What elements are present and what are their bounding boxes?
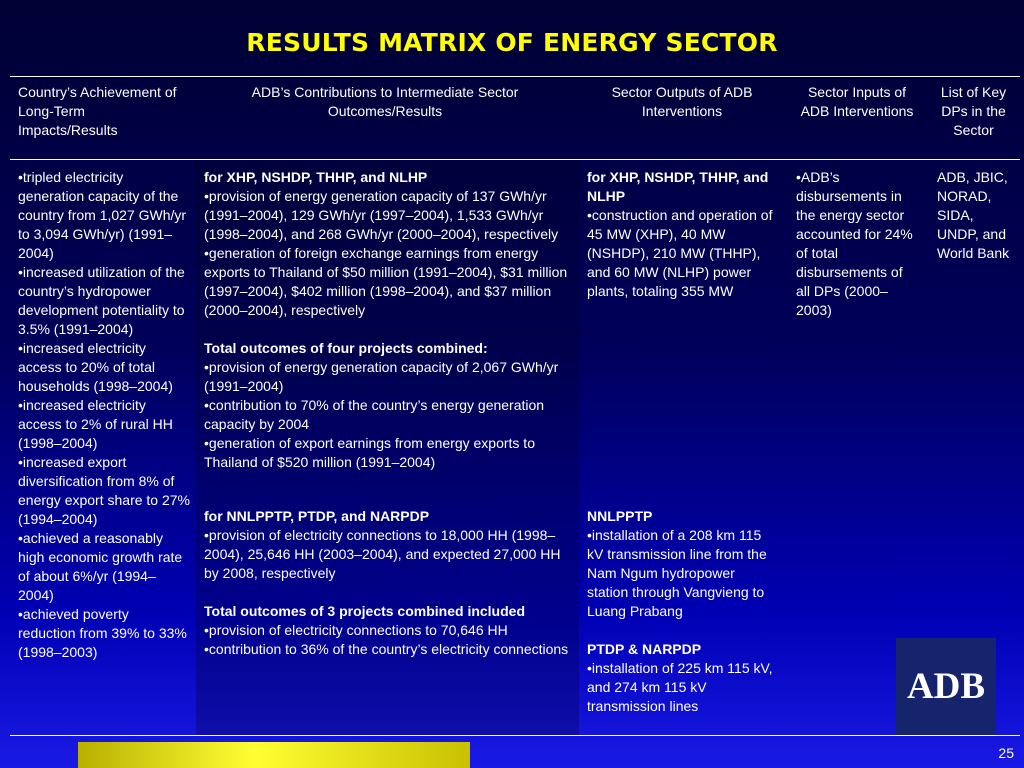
key-dps-cell: ADB, JBIC, NORAD, SIDA, UNDP, and World … xyxy=(937,169,1010,261)
list-item: •achieved a reasonably high economic gro… xyxy=(18,530,183,603)
column-shade xyxy=(196,160,579,735)
group-heading: for XHP, NSHDP, THHP, and NLHP xyxy=(587,169,769,204)
adb-logo-text: ADB xyxy=(906,666,986,707)
list-item: •increased export diversification from 8… xyxy=(18,454,190,527)
list-item: •provision of electricity connections to… xyxy=(204,527,561,581)
list-item: •provision of energy generation capacity… xyxy=(204,188,559,242)
sector-outputs-cell: for XHP, NSHDP, THHP, and NLHP •construc… xyxy=(587,168,779,301)
footer-accent-bar xyxy=(78,742,470,768)
list-item: •generation of export earnings from ener… xyxy=(204,435,535,470)
header-key-dps: List of Key DPs in the Sector xyxy=(940,84,1007,138)
group-heading: for XHP, NSHDP, THHP, and NLHP xyxy=(204,169,428,185)
list-item: •installation of 225 km 115 kV, and 274 … xyxy=(587,660,773,714)
group-heading: Total outcomes of 3 projects combined in… xyxy=(204,603,526,619)
page-number: 25 xyxy=(998,745,1014,761)
list-item: •achieved poverty reduction from 39% to … xyxy=(18,606,187,660)
list-item: •construction and operation of 45 MW (XH… xyxy=(587,207,773,299)
page-title: RESULTS MATRIX OF ENERGY SECTOR xyxy=(246,28,778,57)
list-item: •contribution to 70% of the country’s en… xyxy=(204,397,545,432)
list-item: •generation of foreign exchange earnings… xyxy=(204,245,568,318)
header-long-term-impacts: Country’s Achievement of Long-Term Impac… xyxy=(18,84,177,138)
table-bottom-rule xyxy=(10,735,1020,736)
list-item: •provision of energy generation capacity… xyxy=(204,359,559,394)
long-term-impacts-list: •tripled electricity generation capacity… xyxy=(18,168,190,662)
sector-outputs-cell-2: NNLPPTP •installation of a 208 km 115 kV… xyxy=(587,507,779,716)
group-heading: NNLPPTP xyxy=(587,508,653,524)
header-sector-inputs: Sector Inputs of ADB Interventions xyxy=(800,84,914,119)
group-heading: for NNLPPTP, PTDP, and NARPDP xyxy=(204,508,430,524)
adb-contributions-cell-2: for NNLPPTP, PTDP, and NARPDP •provision… xyxy=(204,507,570,659)
header-sector-outputs: Sector Outputs of ADB Interventions xyxy=(611,84,753,119)
header-adb-contributions: ADB’s Contributions to Intermediate Sect… xyxy=(251,84,519,119)
table-top-rule xyxy=(10,76,1020,77)
list-item: •increased electricity access to 2% of r… xyxy=(18,397,173,451)
list-item: •contribution to 36% of the country’s el… xyxy=(204,641,569,657)
list-item: •increased electricity access to 20% of … xyxy=(18,340,173,394)
list-item: •installation of a 208 km 115 kV transmi… xyxy=(587,527,767,619)
list-item: •provision of electricity connections to… xyxy=(204,622,508,638)
list-item: •tripled electricity generation capacity… xyxy=(18,169,187,261)
group-heading: PTDP & NARPDP xyxy=(587,641,702,657)
header-bottom-rule xyxy=(10,159,1020,160)
list-item: •increased utilization of the country’s … xyxy=(18,264,185,337)
sector-inputs-cell: •ADB’s disbursements in the energy secto… xyxy=(796,169,913,318)
adb-logo: ADB xyxy=(896,638,996,735)
adb-contributions-cell: for XHP, NSHDP, THHP, and NLHP •provisio… xyxy=(204,168,570,472)
group-heading: Total outcomes of four projects combined… xyxy=(204,340,488,356)
